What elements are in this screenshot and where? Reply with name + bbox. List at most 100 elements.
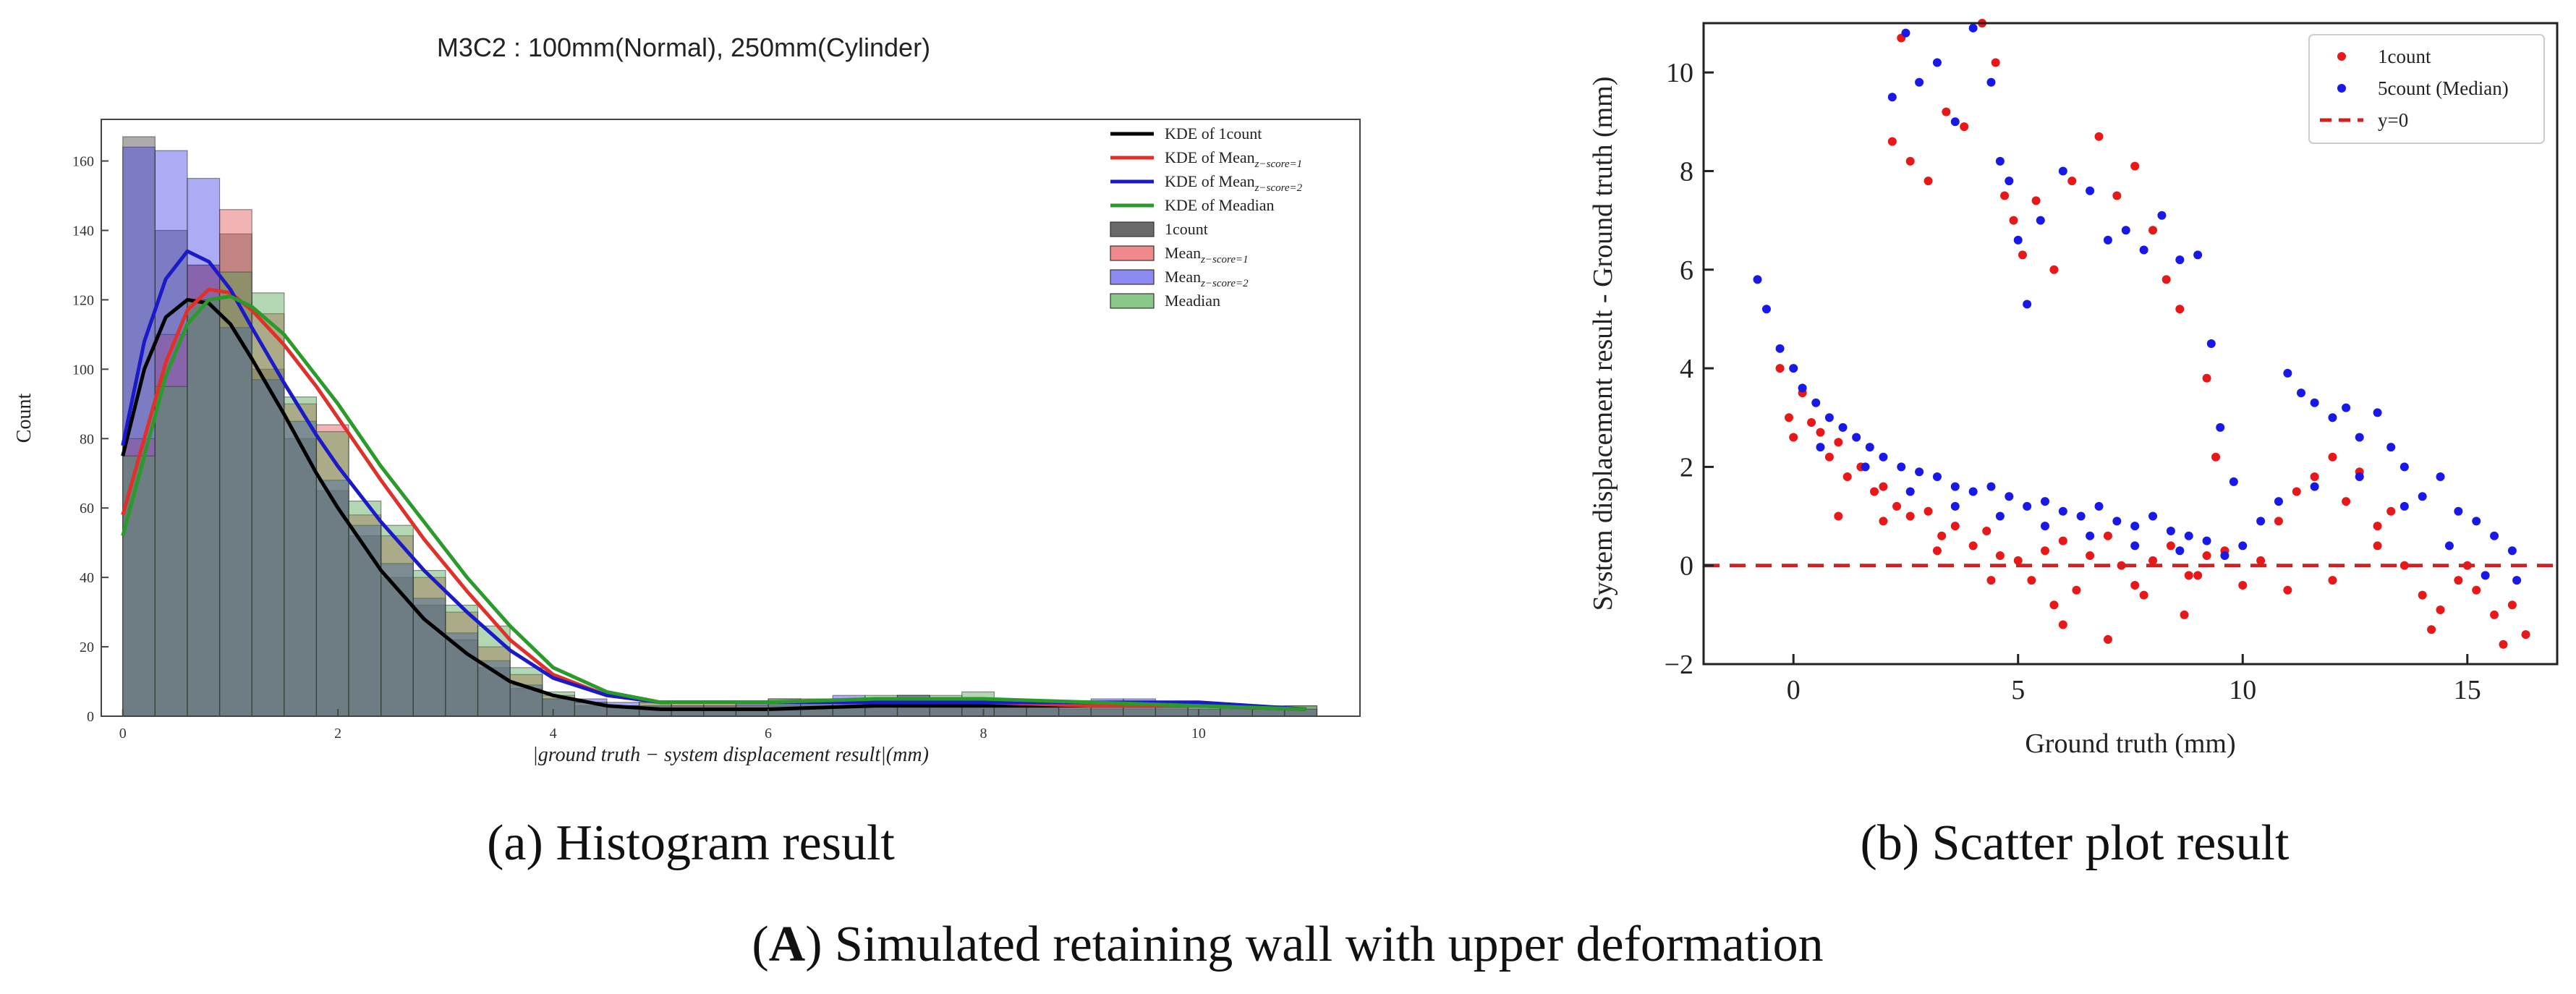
scatter-panel: 0 5 10 15 −2 0 2 4 6 8 10 Ground truth (mm) Syste… xyxy=(1588,19,2559,759)
scatter-points xyxy=(1753,19,2530,649)
scatter-point xyxy=(2399,501,2409,511)
y-tick-label: 4 xyxy=(1680,354,1693,384)
kde-line xyxy=(121,294,1306,711)
hist-bar xyxy=(477,646,511,717)
scatter-point xyxy=(2328,413,2337,422)
scatter-point xyxy=(1824,452,1834,462)
hist-bar xyxy=(477,667,511,717)
legend-marker-swatch xyxy=(2337,52,2346,61)
scatter-point xyxy=(1775,364,1785,373)
scatter-point xyxy=(1879,482,1888,491)
scatter-point xyxy=(1789,433,1798,442)
y-tick-label: 10 xyxy=(1666,58,1693,88)
scatter-point xyxy=(2139,590,2148,600)
hist-bar xyxy=(284,396,318,717)
scatter-point xyxy=(2076,511,2086,521)
x-tick-label: 10 xyxy=(1191,726,1206,742)
scatter-point xyxy=(2342,497,2351,506)
y-tick-label: 0 xyxy=(87,709,94,725)
y-tick-label: 8 xyxy=(1680,156,1693,187)
legend-patch-swatch xyxy=(1110,245,1155,261)
scatter-point xyxy=(2161,275,2171,284)
scatter-point xyxy=(2058,536,2067,545)
histogram-x-label: |ground truth − system displacement resu… xyxy=(532,744,929,766)
scatter-point xyxy=(1785,413,1793,422)
y-tick-label: 40 xyxy=(80,570,94,586)
scatter-point xyxy=(2256,556,2266,565)
scatter-point xyxy=(2005,177,2014,186)
scatter-point xyxy=(1924,506,1933,516)
scatter-point xyxy=(2202,536,2211,545)
scatter-x-ticks: 0 5 10 15 xyxy=(1787,654,2481,705)
scatter-point xyxy=(2202,373,2211,383)
scatter-point xyxy=(2130,522,2140,531)
scatter-point xyxy=(2103,634,2112,644)
scatter-point xyxy=(1932,58,1942,67)
legend-label-subscript: z−score=1 xyxy=(1200,254,1249,266)
scatter-point xyxy=(1986,482,1996,491)
legend-label-subscript: z−score=2 xyxy=(1200,278,1249,289)
scatter-point xyxy=(1986,77,1996,87)
scatter-point xyxy=(2328,452,2337,462)
scatter-point xyxy=(2121,226,2130,235)
scatter-point xyxy=(2454,506,2463,516)
x-tick-label: 2 xyxy=(334,726,341,742)
legend-label: Meanz−score=1 xyxy=(1165,244,1249,266)
scatter-point xyxy=(1915,77,1924,87)
caption-b: (b) Scatter plot result xyxy=(1861,815,2290,871)
scatter-point xyxy=(2086,531,2095,540)
scatter-point xyxy=(1834,511,1843,521)
scatter-point xyxy=(1816,428,1825,437)
scatter-point xyxy=(2436,472,2445,482)
scatter-point xyxy=(2499,640,2508,649)
scatter-point xyxy=(2018,250,2027,260)
scatter-point xyxy=(2139,245,2148,255)
scatter-point xyxy=(2454,576,2463,585)
scatter-point xyxy=(1816,443,1825,452)
scatter-point xyxy=(2472,585,2481,595)
scatter-point xyxy=(1798,383,1807,393)
scatter-point xyxy=(2490,531,2499,540)
y-tick-label: 20 xyxy=(80,640,94,655)
scatter-point xyxy=(1915,467,1924,477)
hist-bar xyxy=(187,299,221,717)
x-tick-label: 0 xyxy=(119,726,127,742)
scatter-legend: 1count 5count (Median) y=0 xyxy=(2308,34,2545,144)
scatter-point xyxy=(2418,590,2427,600)
caption-main-letter: A xyxy=(769,917,806,972)
scatter-point xyxy=(1789,364,1798,373)
hist-bar xyxy=(412,598,446,717)
scatter-point xyxy=(1942,107,1951,116)
histogram-panel: M3C2 : 100mm(Normal), 250mm(Cylinder) 0 2… xyxy=(13,33,1361,766)
hist-bar xyxy=(251,379,285,717)
hist-bar xyxy=(218,271,252,717)
hist-bar xyxy=(412,569,446,717)
scatter-point xyxy=(1811,398,1821,407)
scatter-point xyxy=(2436,606,2445,615)
legend-patch-swatch xyxy=(1110,269,1155,285)
scatter-point xyxy=(2256,517,2266,526)
scatter-point xyxy=(1986,576,1996,585)
legend-label-subscript: z−score=1 xyxy=(1254,158,1303,170)
scatter-point xyxy=(2274,517,2283,526)
scatter-point xyxy=(2229,477,2238,486)
y-tick-label: 0 xyxy=(1680,551,1693,582)
scatter-point xyxy=(2072,585,2081,595)
kde-curves xyxy=(121,249,1306,711)
scatter-point xyxy=(2175,546,2185,556)
scatter-point xyxy=(2148,226,2158,235)
scatter-point xyxy=(2023,501,2032,511)
scatter-point xyxy=(2238,541,2248,551)
scatter-point xyxy=(2386,443,2396,452)
legend-label: Meadian xyxy=(1165,292,1220,310)
scatter-point xyxy=(1852,433,1861,442)
hist-bar xyxy=(218,233,252,717)
hist-bar xyxy=(218,327,252,717)
scatter-point xyxy=(2067,177,2077,186)
y-tick-label: 160 xyxy=(72,154,94,170)
hist-bar xyxy=(154,386,188,717)
scatter-point xyxy=(1950,117,1960,127)
scatter-point xyxy=(2490,610,2499,619)
